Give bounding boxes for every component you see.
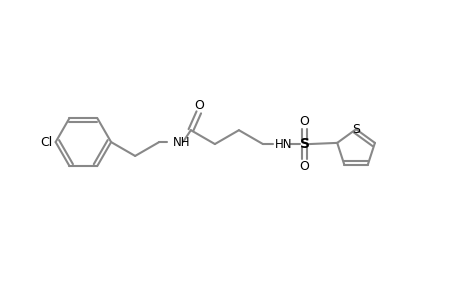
Text: HN: HN xyxy=(274,138,291,151)
Text: S: S xyxy=(351,123,359,136)
Text: O: O xyxy=(299,115,309,128)
Text: S: S xyxy=(299,137,309,151)
Text: NH: NH xyxy=(173,136,190,148)
Text: O: O xyxy=(299,160,309,173)
Text: Cl: Cl xyxy=(40,136,52,148)
Text: O: O xyxy=(193,99,203,112)
